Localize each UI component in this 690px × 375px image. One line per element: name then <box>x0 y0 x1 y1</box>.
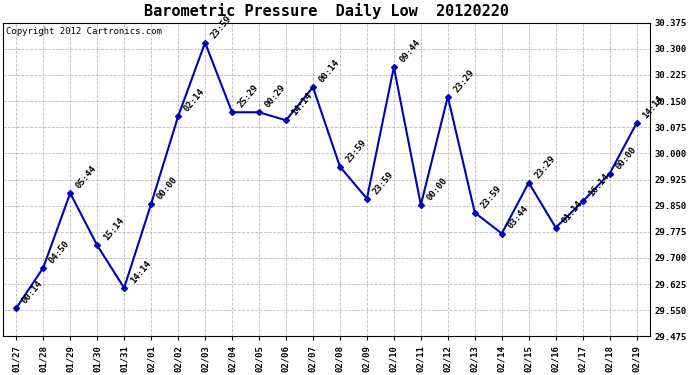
Text: 23:59: 23:59 <box>479 183 503 210</box>
Text: 00:00: 00:00 <box>155 175 179 201</box>
Text: 00:00: 00:00 <box>614 144 638 171</box>
Text: 00:00: 00:00 <box>425 176 449 202</box>
Text: 23:59: 23:59 <box>209 13 233 40</box>
Text: 14:14: 14:14 <box>128 259 152 285</box>
Text: 23:29: 23:29 <box>452 68 476 94</box>
Text: 14:14: 14:14 <box>290 91 315 117</box>
Text: 23:59: 23:59 <box>371 170 395 196</box>
Text: 00:14: 00:14 <box>317 58 342 84</box>
Text: 23:59: 23:59 <box>344 138 368 164</box>
Text: 00:29: 00:29 <box>263 83 287 110</box>
Text: 25:29: 25:29 <box>236 83 260 110</box>
Text: 09:44: 09:44 <box>398 38 422 64</box>
Text: 05:44: 05:44 <box>75 164 99 190</box>
Text: 23:29: 23:29 <box>533 153 557 180</box>
Text: 16:14: 16:14 <box>587 172 611 199</box>
Text: Copyright 2012 Cartronics.com: Copyright 2012 Cartronics.com <box>6 27 162 36</box>
Text: 02:14: 02:14 <box>182 87 206 114</box>
Text: 04:50: 04:50 <box>48 238 72 265</box>
Text: 15:14: 15:14 <box>101 216 126 243</box>
Text: 00:14: 00:14 <box>21 279 45 305</box>
Text: 03:44: 03:44 <box>506 204 530 231</box>
Text: 14:14: 14:14 <box>641 94 665 120</box>
Title: Barometric Pressure  Daily Low  20120220: Barometric Pressure Daily Low 20120220 <box>144 3 509 19</box>
Text: 01:14: 01:14 <box>560 198 584 225</box>
